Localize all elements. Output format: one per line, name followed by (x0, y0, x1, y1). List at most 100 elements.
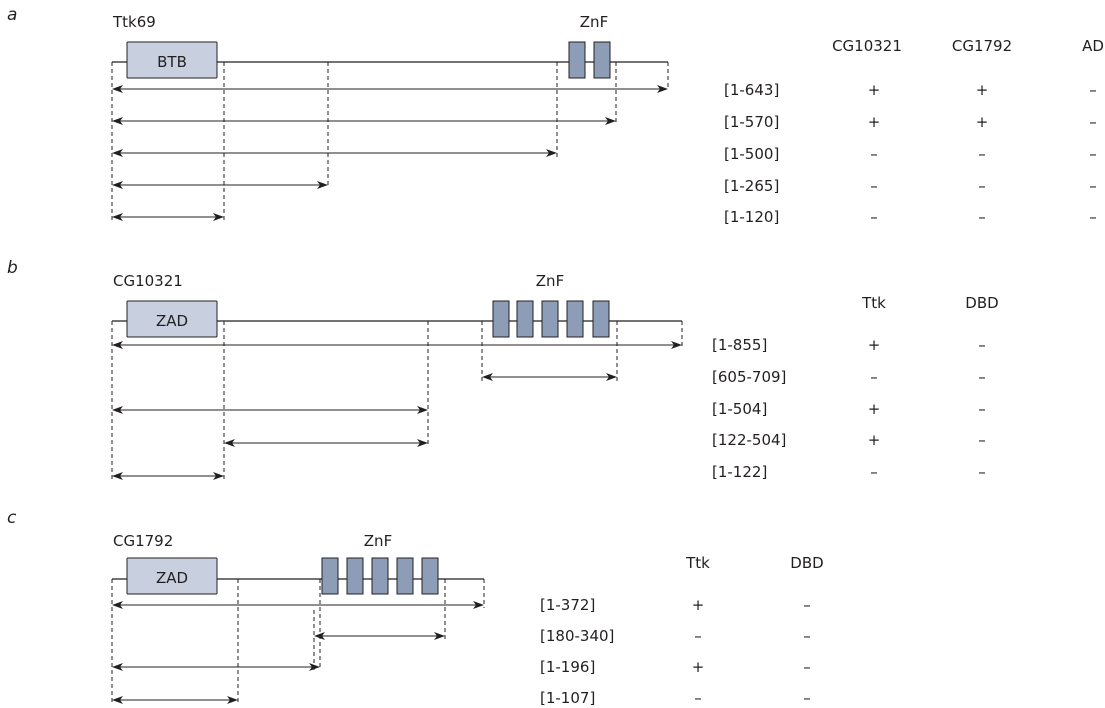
interaction-cell: – (694, 689, 702, 707)
column-header: Ttk (685, 554, 710, 572)
panel-a: a Ttk69 ZnF BTB (7, 5, 1104, 226)
column-header: Ttk (861, 294, 886, 312)
construct-range: [1-500] (724, 145, 779, 163)
zad-domain-label: ZAD (156, 569, 188, 587)
table-row: [605-709] – – (712, 368, 986, 386)
panel-b: b CG10321 ZnF ZAD (7, 258, 999, 481)
znf-repeat (421, 557, 439, 595)
construct-range: [1-504] (712, 400, 767, 418)
znf-repeat (396, 557, 414, 595)
panel-letter-b: b (7, 258, 18, 278)
construct-range: [180-340] (540, 627, 614, 645)
construct-range: [1-265] (724, 177, 779, 195)
table-row: [1-196] + – (540, 658, 811, 676)
table-row: [1-504] + – (712, 400, 986, 418)
znf-repeat (371, 557, 389, 595)
column-header: DBD (965, 294, 998, 312)
construct-range: [605-709] (712, 368, 786, 386)
interaction-cell: – (978, 145, 986, 163)
znf-repeat (492, 300, 510, 338)
panel-letter-c: c (7, 508, 17, 528)
interaction-cell: – (803, 627, 811, 645)
construct-range: [1-570] (724, 113, 779, 131)
construct-arrow (112, 85, 668, 93)
znf-label-a: ZnF (580, 13, 608, 31)
construct-range: [1-643] (724, 81, 779, 99)
table-row: [1-570] + + – (724, 113, 1097, 131)
interaction-cell: – (1089, 113, 1097, 131)
protein-name-cg10321: CG10321 (113, 272, 183, 290)
construct-arrow (314, 632, 445, 640)
znf-label-c: ZnF (364, 532, 392, 550)
construct-range: [1-107] (540, 689, 595, 707)
construct-range: [1-372] (540, 596, 595, 614)
table-row: [1-500] – – – (724, 145, 1097, 163)
column-header: CG1792 (952, 37, 1012, 55)
interaction-cell: + (868, 431, 881, 449)
interaction-cell: + (868, 113, 881, 131)
znf-repeat (516, 300, 534, 338)
construct-range: [1-196] (540, 658, 595, 676)
column-header: AD (1082, 37, 1104, 55)
table-row: [1-855] + – (712, 336, 986, 354)
znf-repeat (541, 300, 559, 338)
interaction-cell: – (978, 431, 986, 449)
interaction-cell: – (978, 368, 986, 386)
construct-arrow (112, 149, 557, 157)
panel-letter-a: a (7, 5, 17, 25)
construct-arrow (112, 406, 428, 414)
construct-arrow (112, 663, 320, 671)
construct-arrow (112, 213, 224, 221)
construct-arrow (112, 601, 484, 609)
btb-domain-box (126, 41, 218, 79)
interaction-cell: – (978, 463, 986, 481)
zad-domain-label: ZAD (156, 312, 188, 330)
interaction-cell: – (1089, 145, 1097, 163)
table-row: [1-372] + – (540, 596, 811, 614)
construct-range: [1-120] (724, 208, 779, 226)
construct-range: [1-855] (712, 336, 767, 354)
interaction-cell: + (976, 81, 989, 99)
table-row: [1-643] + + – (724, 81, 1097, 99)
znf-repeat (568, 41, 586, 79)
interaction-cell: – (870, 208, 878, 226)
table-row: [122-504] + – (712, 431, 986, 449)
construct-arrow (112, 472, 224, 480)
protein-name-cg1792: CG1792 (113, 532, 173, 550)
znf-repeat (593, 41, 611, 79)
btb-domain-label: BTB (157, 53, 187, 71)
interaction-cell: + (868, 336, 881, 354)
interaction-cell: – (978, 208, 986, 226)
znf-repeat (566, 300, 584, 338)
interaction-cell: – (803, 596, 811, 614)
construct-arrow (482, 373, 617, 381)
interaction-cell: – (870, 368, 878, 386)
interaction-cell: + (976, 113, 989, 131)
interaction-cell: – (978, 177, 986, 195)
construct-arrow (112, 341, 682, 349)
interaction-cell: – (870, 463, 878, 481)
construct-arrow (112, 117, 616, 125)
znf-repeat (592, 300, 610, 338)
construct-range: [122-504] (712, 431, 786, 449)
interaction-cell: + (692, 596, 705, 614)
interaction-cell: – (1089, 177, 1097, 195)
interaction-cell: – (803, 658, 811, 676)
table-row: [1-120] – – – (724, 208, 1097, 226)
interaction-cell: – (1089, 208, 1097, 226)
construct-range: [1-122] (712, 463, 767, 481)
interaction-cell: + (692, 658, 705, 676)
zad-domain-box (126, 300, 218, 338)
interaction-cell: + (868, 81, 881, 99)
interaction-cell: – (803, 689, 811, 707)
znf-repeat (346, 557, 364, 595)
column-header: DBD (790, 554, 823, 572)
interaction-cell: + (868, 400, 881, 418)
column-header: CG10321 (832, 37, 902, 55)
table-row: [1-265] – – – (724, 177, 1097, 195)
construct-arrow (112, 181, 328, 189)
construct-arrow (112, 696, 238, 704)
znf-label-b: ZnF (536, 272, 564, 290)
table-row: [180-340] – – (540, 627, 811, 645)
